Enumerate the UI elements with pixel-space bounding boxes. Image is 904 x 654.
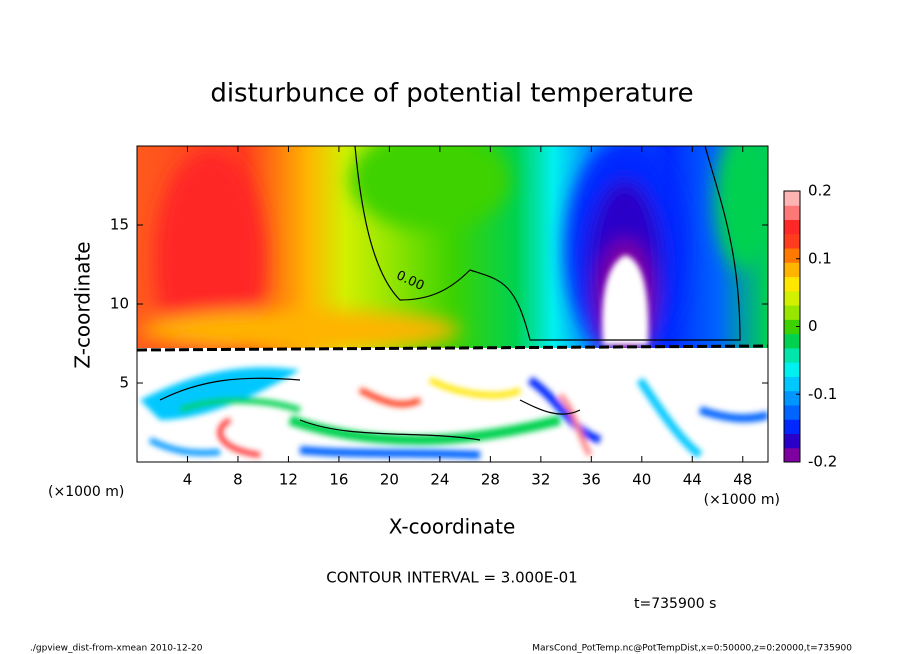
colorbar-tick-label: 0 [808, 317, 818, 335]
x-tick-label: 48 [733, 471, 752, 489]
contour-interval: CONTOUR INTERVAL = 3.000E-01 [326, 569, 577, 587]
colorbar-band [784, 233, 800, 249]
colorbar-band [784, 191, 800, 206]
colorbar-band [784, 290, 800, 306]
y-tick-label: 5 [119, 374, 129, 392]
colorbar-tick-label: 0.1 [808, 249, 832, 267]
x-axis-label: X-coordinate [389, 515, 516, 539]
y-tick-label: 15 [110, 216, 129, 234]
footer-left: ./gpview_dist-from-xmean 2010-12-20 [30, 644, 203, 654]
x-tick-label: 40 [632, 471, 651, 489]
colorbar-tick-label: -0.2 [808, 453, 837, 471]
field: 0.00 [137, 146, 768, 462]
colorbar-band [784, 419, 800, 434]
colorbar-band [784, 248, 800, 263]
footer-right: MarsCond_PotTemp.nc@PotTempDist,x=0:5000… [532, 644, 852, 654]
x-tick-label: 24 [430, 471, 449, 489]
colorbar-tick-label: 0.2 [808, 182, 832, 200]
x-tick-label: 16 [329, 471, 348, 489]
colorbar-band [784, 205, 800, 221]
colorbar-band [784, 447, 800, 463]
colorbar-band [784, 390, 800, 406]
x-tick-label: 12 [279, 471, 298, 489]
x-tick-label: 36 [582, 471, 601, 489]
colorbar-band [784, 376, 800, 392]
colorbar-band [784, 433, 800, 449]
colorbar-band [784, 305, 800, 320]
x-unit: (×1000 m) [704, 492, 780, 508]
chart-title: disturbunce of potential temperature [210, 79, 693, 109]
colorbar-band [784, 219, 800, 235]
colorbar-band [784, 276, 800, 292]
colorbar-tick-label: -0.1 [808, 385, 837, 403]
x-tick-label: 44 [683, 471, 702, 489]
y-axis-label: Z-coordinate [71, 241, 95, 368]
colorbar-band [784, 404, 800, 420]
x-tick-label: 4 [183, 471, 193, 489]
x-tick-label: 20 [380, 471, 399, 489]
y-unit: (×1000 m) [48, 484, 124, 500]
time-label: t=735900 s [634, 596, 716, 612]
x-tick-label: 32 [531, 471, 550, 489]
y-tick-label: 10 [110, 295, 129, 313]
colorbar-band [784, 262, 800, 278]
x-tick-label: 8 [233, 471, 243, 489]
colorbar-band [784, 319, 800, 335]
x-tick-label: 28 [481, 471, 500, 489]
colorbar-band [784, 333, 800, 349]
colorbar-band [784, 362, 800, 377]
colorbar-band [784, 347, 800, 363]
